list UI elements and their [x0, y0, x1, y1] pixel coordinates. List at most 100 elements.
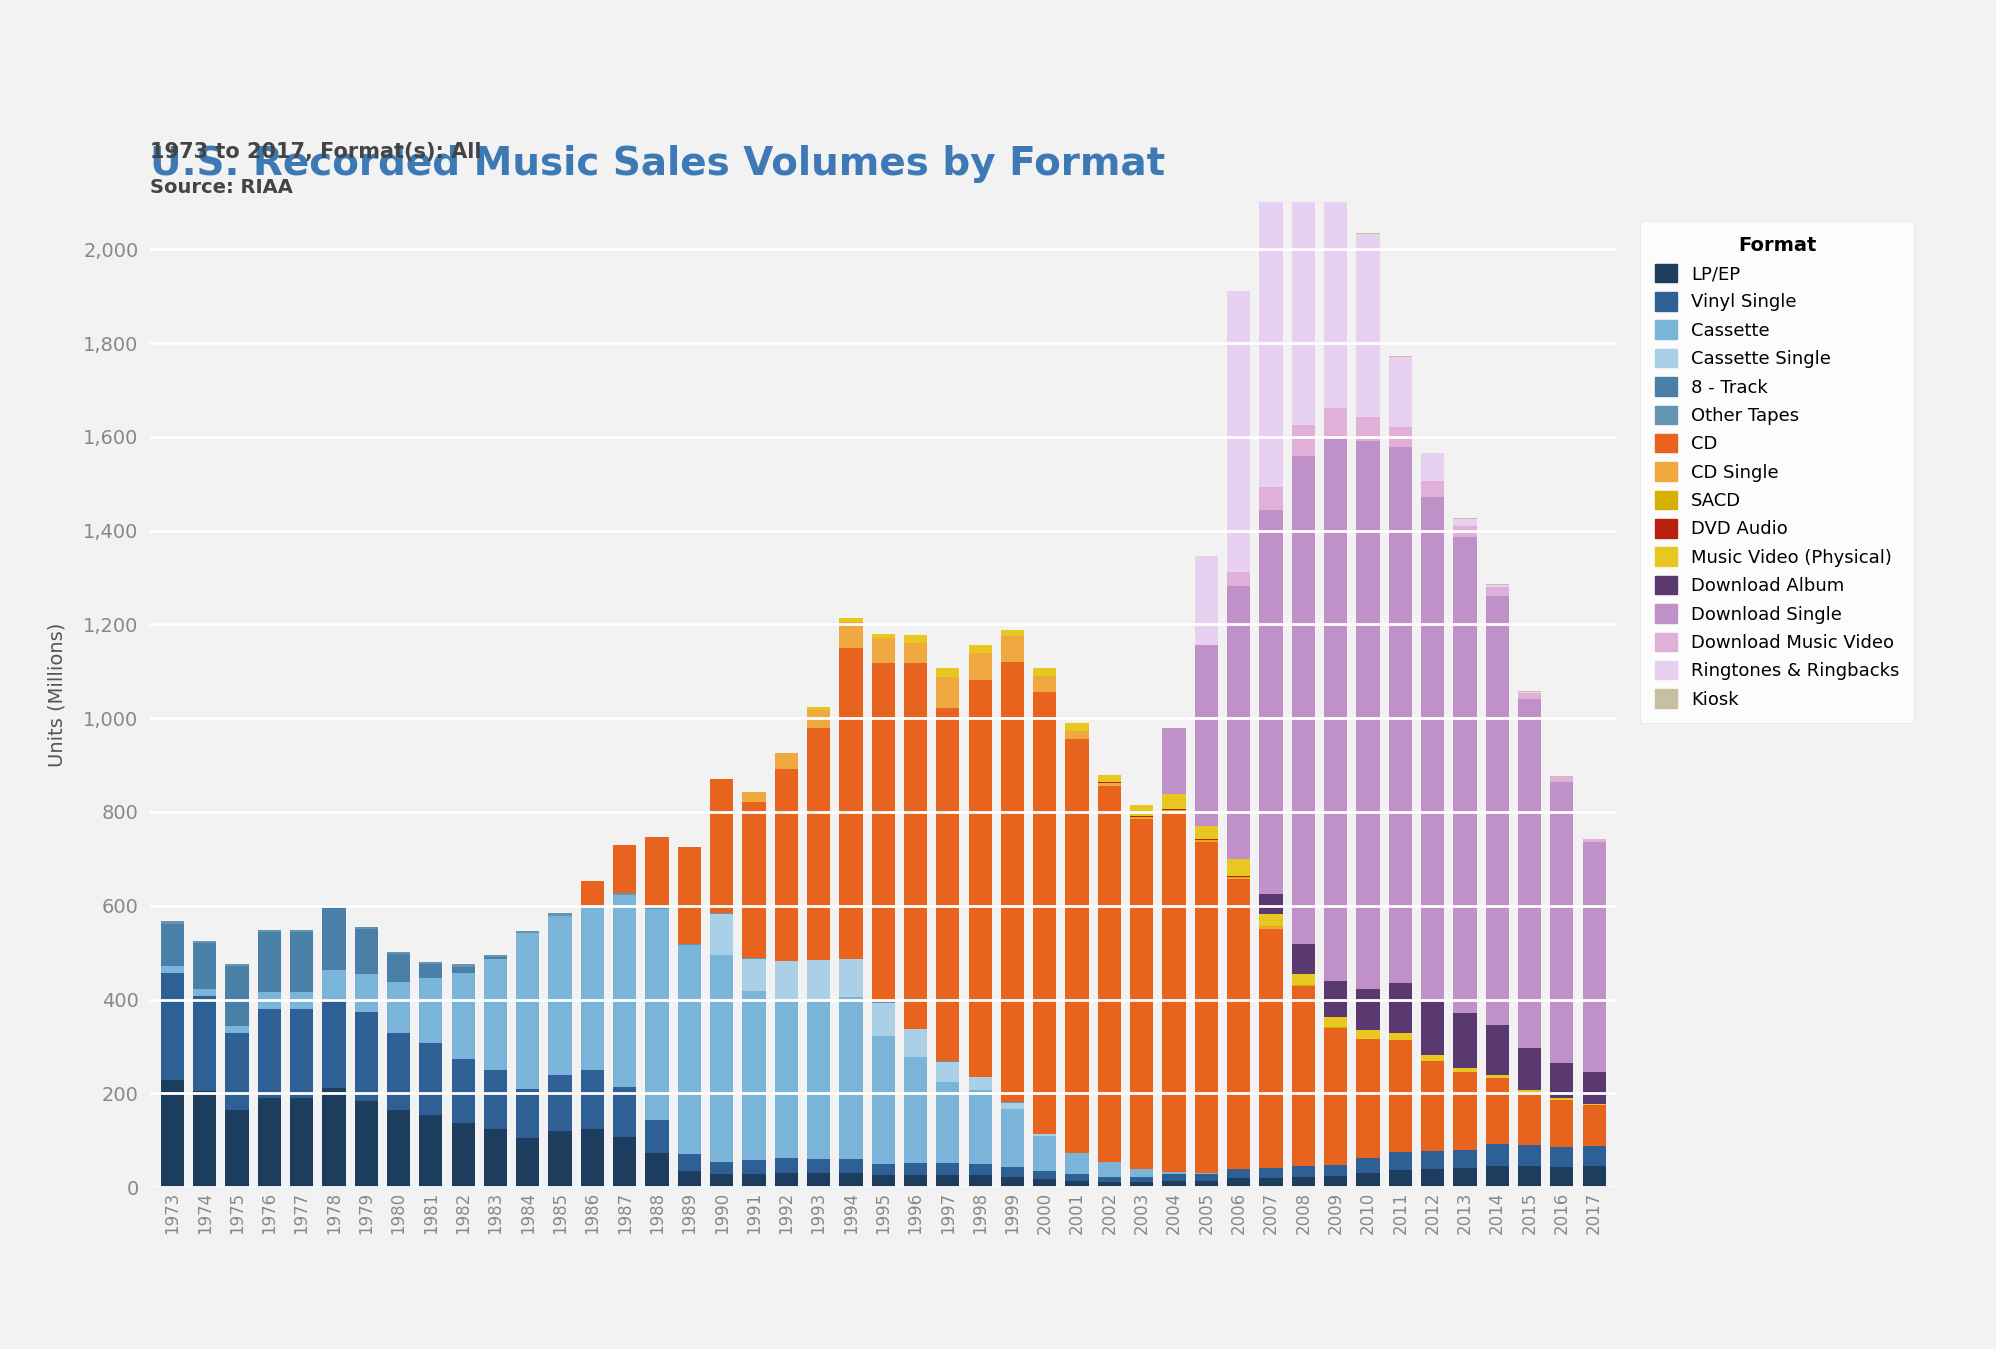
Bar: [774, 753, 798, 769]
Bar: [806, 960, 830, 1000]
Bar: [1453, 1068, 1477, 1072]
Bar: [1389, 428, 1411, 447]
Bar: [743, 792, 766, 803]
Bar: [838, 1159, 862, 1174]
Bar: [1485, 587, 1509, 596]
Bar: [1130, 817, 1154, 819]
Bar: [355, 1012, 377, 1101]
Bar: [1551, 1098, 1573, 1101]
Bar: [1389, 1033, 1411, 1040]
Bar: [774, 1001, 798, 1157]
Bar: [774, 769, 798, 960]
Bar: [1453, 1072, 1477, 1149]
Bar: [1000, 1109, 1024, 1167]
Bar: [1517, 1166, 1541, 1187]
Bar: [451, 973, 475, 1059]
Bar: [872, 1164, 894, 1175]
Bar: [838, 618, 862, 622]
Bar: [872, 634, 894, 638]
Bar: [549, 1130, 571, 1187]
Bar: [1034, 668, 1056, 676]
Bar: [194, 1091, 216, 1187]
Bar: [711, 1161, 733, 1175]
Bar: [321, 998, 345, 1087]
Bar: [1066, 1174, 1088, 1180]
Bar: [1034, 692, 1056, 1135]
Bar: [1357, 233, 1379, 235]
Bar: [936, 677, 960, 708]
Bar: [743, 1174, 766, 1187]
Bar: [679, 847, 701, 944]
Bar: [387, 982, 409, 1033]
Bar: [257, 931, 281, 932]
Bar: [483, 955, 507, 956]
Bar: [1066, 739, 1088, 1153]
Bar: [549, 1075, 571, 1130]
Bar: [936, 1082, 960, 1163]
Bar: [613, 846, 637, 893]
Bar: [645, 1120, 669, 1153]
Bar: [289, 932, 313, 992]
Bar: [1357, 417, 1379, 441]
Bar: [872, 1036, 894, 1164]
Bar: [387, 951, 409, 954]
Bar: [806, 1174, 830, 1187]
Bar: [1485, 1144, 1509, 1166]
Bar: [1389, 356, 1411, 428]
Bar: [1098, 1182, 1122, 1187]
Bar: [355, 927, 377, 929]
Bar: [1196, 842, 1218, 1172]
Bar: [1583, 842, 1605, 1072]
Bar: [194, 943, 216, 989]
Bar: [483, 1129, 507, 1187]
Bar: [1098, 776, 1122, 782]
Bar: [1259, 1168, 1283, 1178]
Bar: [645, 1153, 669, 1187]
Bar: [419, 1114, 443, 1187]
Bar: [321, 1087, 345, 1187]
Bar: [1228, 880, 1249, 1170]
Bar: [1323, 981, 1347, 1017]
Bar: [162, 966, 184, 973]
Bar: [1551, 1167, 1573, 1187]
Bar: [1228, 859, 1249, 876]
Bar: [1130, 1176, 1154, 1182]
Bar: [321, 970, 345, 998]
Bar: [451, 1122, 475, 1187]
Bar: [1196, 826, 1218, 839]
Bar: [1421, 453, 1445, 482]
Bar: [1323, 409, 1347, 437]
Bar: [1066, 723, 1088, 731]
Bar: [581, 1129, 605, 1187]
Bar: [711, 955, 733, 1161]
Bar: [1583, 1145, 1605, 1167]
Bar: [226, 1025, 250, 1033]
Bar: [1453, 1013, 1477, 1068]
Bar: [1421, 1055, 1445, 1060]
Bar: [1130, 1168, 1154, 1176]
Bar: [968, 653, 992, 680]
Bar: [1453, 537, 1477, 1013]
Bar: [1291, 0, 1315, 425]
Bar: [1291, 974, 1315, 985]
Bar: [483, 1070, 507, 1129]
Bar: [581, 908, 605, 1070]
Bar: [1323, 28, 1347, 34]
Bar: [936, 1163, 960, 1175]
Bar: [1196, 1172, 1218, 1174]
Bar: [613, 1137, 637, 1187]
Bar: [806, 1000, 830, 1159]
Bar: [1259, 510, 1283, 894]
Bar: [904, 1029, 928, 1058]
Bar: [968, 680, 992, 1077]
Y-axis label: Units (Millions): Units (Millions): [48, 622, 66, 768]
Bar: [1259, 1178, 1283, 1187]
Bar: [1389, 447, 1411, 982]
Bar: [194, 996, 216, 1091]
Bar: [451, 965, 475, 967]
Bar: [1291, 425, 1315, 456]
Bar: [1196, 646, 1218, 826]
Bar: [904, 1163, 928, 1175]
Text: U.S. Recorded Music Sales Volumes by Format: U.S. Recorded Music Sales Volumes by For…: [150, 144, 1166, 182]
Bar: [1421, 482, 1445, 496]
